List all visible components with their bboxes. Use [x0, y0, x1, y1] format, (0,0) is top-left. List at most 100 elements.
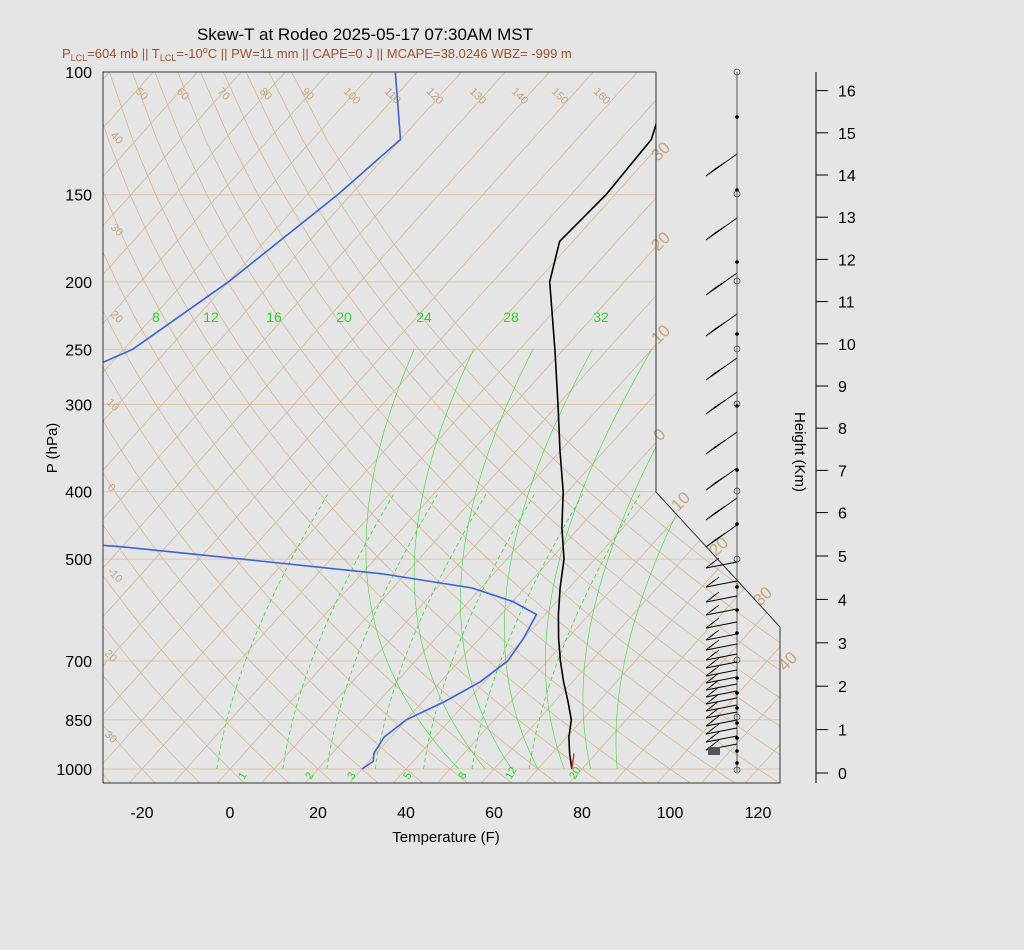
- wind-barb: [705, 715, 738, 727]
- isotherm-line: [103, 72, 374, 783]
- wind-barb: [705, 467, 738, 491]
- isotherm-line: [656, 72, 780, 783]
- parcel-path: [571, 753, 575, 770]
- barb-circle: [733, 766, 741, 774]
- isotherm-line: [833, 72, 1024, 784]
- isotherm-line: [304, 72, 780, 783]
- barb-dot: [735, 736, 739, 740]
- height-tick-label: 10: [838, 337, 856, 354]
- barb-dot: [735, 761, 739, 765]
- height-tick-label: 5: [838, 549, 847, 566]
- isotherm-line: [480, 72, 780, 783]
- isotherm-label: 70: [215, 86, 232, 103]
- barb-dot: [735, 522, 739, 526]
- mixing-ratio-label: 1: [236, 770, 249, 781]
- dry-adiabat: [268, 72, 780, 783]
- isotherm-line: [103, 72, 638, 783]
- x-axis-label: Temperature (F): [392, 829, 500, 846]
- dry-adiabat: [103, 72, 424, 783]
- dry-adiabat: [200, 72, 780, 783]
- wind-barb: [705, 707, 738, 719]
- chart-subtitle: PLCL=604 mb || TLCL=-10oC || PW=11 mm ||…: [62, 45, 572, 63]
- isotherm-line: [172, 72, 780, 783]
- mcape-value: 38.0246: [441, 46, 488, 61]
- grid-lines: [0, 72, 1024, 784]
- isotherm-label: 110: [382, 86, 403, 107]
- wind-barb: [705, 357, 738, 381]
- wind-barb: [705, 617, 738, 629]
- mixing-ratio-label: 2: [303, 770, 316, 781]
- mixing-ratio-label: 5: [401, 770, 414, 781]
- y-axis-label: P (hPa): [44, 423, 61, 474]
- barb-circle: [733, 277, 741, 285]
- height-tick-label: 15: [838, 126, 856, 143]
- mixing-ratio-label: 8: [152, 309, 160, 325]
- temperature-tick-label: 100: [657, 805, 684, 822]
- barb-dot: [735, 676, 739, 680]
- dry-adiabat: [103, 72, 246, 783]
- pressure-tick-label: 200: [65, 275, 92, 292]
- wind-barb: [705, 686, 738, 698]
- isotherm-line: [568, 72, 780, 783]
- temperature-axis: -20 0 20 40 60 80 100 120: [130, 805, 771, 822]
- barb-dot: [735, 608, 739, 612]
- mixing-ratio-label: 20: [567, 765, 584, 782]
- height-tick-label: 7: [838, 463, 847, 480]
- isotherm-label: 150: [549, 86, 570, 107]
- isotherm-line: [0, 72, 21, 784]
- pressure-tick-label: 500: [65, 552, 92, 569]
- mixing-ratio-label: 8: [456, 770, 469, 781]
- wind-barb: [705, 639, 738, 651]
- mixing-ratio-label: 32: [593, 309, 609, 325]
- wind-barb: [705, 431, 738, 455]
- plcl-value: 604: [95, 46, 117, 61]
- temperature-tick-label: 60: [485, 805, 503, 822]
- barb-dot: [735, 585, 739, 589]
- temperature-profile: [548, 72, 674, 770]
- plot-frame: [102, 71, 781, 784]
- isotherm-label: 50: [133, 86, 150, 103]
- dry-adiabat: [103, 72, 380, 783]
- height-tick-label: 6: [838, 506, 847, 523]
- isotherm-line: [103, 72, 462, 783]
- wind-barb: [705, 391, 738, 415]
- height-tick-label: 12: [838, 252, 856, 269]
- pressure-axis: 100 150 200 250 300 400 500 700 850 1000: [56, 65, 92, 779]
- cape-value: 0: [355, 46, 362, 61]
- isotherm-line: [103, 72, 682, 783]
- temperature-tick-label: 120: [745, 805, 772, 822]
- wind-barb: [705, 672, 738, 684]
- wind-barbs: [705, 68, 741, 774]
- isotherm-label: 40: [774, 648, 801, 675]
- pressure-tick-label: 250: [65, 342, 92, 359]
- isotherm-line: [103, 72, 198, 783]
- barb-cluster: [708, 747, 720, 755]
- isotherm-label: 10: [647, 321, 674, 348]
- isotherm-line: [103, 72, 242, 783]
- wind-barb: [705, 313, 738, 337]
- height-tick-label: 3: [838, 636, 847, 653]
- height-tick-label: 0: [838, 766, 847, 783]
- barb-dot: [735, 749, 739, 753]
- height-tick-label: 11: [838, 295, 855, 312]
- dry-adiabat: [222, 72, 780, 783]
- barb-dot: [735, 115, 739, 119]
- isotherm-label: 90: [299, 86, 316, 103]
- mixing-ratio-label: 12: [503, 765, 520, 782]
- wind-barb: [705, 153, 738, 177]
- isotherm-line: [103, 72, 154, 783]
- wind-barb: [705, 497, 738, 521]
- wind-barb: [705, 217, 738, 241]
- wind-barb: [705, 693, 738, 705]
- height-tick-label: 2: [838, 679, 847, 696]
- wind-barb: [705, 731, 738, 743]
- height-tick-label: 9: [838, 379, 847, 396]
- mixing-ratio-label: 16: [266, 309, 282, 325]
- wind-barb: [705, 657, 738, 669]
- barb-circle: [733, 190, 741, 198]
- isotherm-label: 10: [104, 397, 121, 414]
- wbz-value: -999: [531, 46, 557, 61]
- pw-value: 11: [260, 46, 274, 61]
- barb-circle: [733, 487, 741, 495]
- isotherm-line: [921, 72, 1024, 784]
